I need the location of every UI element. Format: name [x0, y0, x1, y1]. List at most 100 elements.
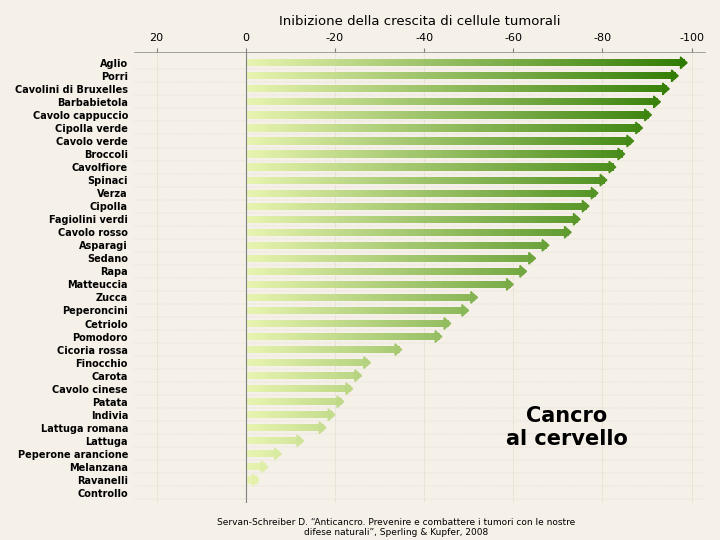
Bar [611, 72, 613, 79]
Bar [384, 281, 386, 288]
Bar [319, 228, 322, 236]
Bar [446, 190, 449, 197]
Bar [489, 228, 491, 236]
Bar [391, 151, 393, 158]
Bar [328, 307, 330, 314]
Bar [388, 124, 391, 132]
Bar [384, 59, 386, 66]
Bar [257, 177, 259, 184]
Bar [286, 151, 288, 158]
Bar [391, 281, 393, 288]
Bar [284, 411, 286, 418]
Bar [446, 294, 449, 301]
Bar [435, 202, 438, 210]
Bar [284, 72, 286, 79]
Bar [310, 281, 312, 288]
Bar [319, 215, 322, 223]
Bar [268, 294, 270, 301]
Bar [609, 137, 611, 145]
Bar [467, 268, 469, 275]
Bar [433, 242, 435, 249]
Bar [424, 307, 426, 314]
Bar [560, 124, 562, 132]
Bar [426, 202, 428, 210]
Bar [680, 59, 683, 66]
Bar [509, 85, 511, 92]
Bar [353, 124, 355, 132]
Bar [562, 59, 564, 66]
Bar [384, 124, 386, 132]
Bar [333, 111, 335, 118]
Bar [558, 124, 560, 132]
Bar [544, 177, 546, 184]
Bar [415, 111, 418, 118]
Bar [546, 202, 549, 210]
Bar [322, 411, 324, 418]
Bar [286, 320, 288, 327]
Bar [391, 346, 393, 353]
Bar [300, 124, 302, 132]
Bar [516, 242, 518, 249]
Bar [480, 242, 482, 249]
Bar [406, 307, 408, 314]
Bar [353, 294, 355, 301]
Bar [279, 242, 282, 249]
Bar [595, 151, 598, 158]
Bar [248, 124, 250, 132]
Bar [328, 72, 330, 79]
Bar [306, 268, 308, 275]
Bar [400, 242, 402, 249]
Bar [300, 320, 302, 327]
Bar [286, 98, 288, 105]
Bar [457, 268, 460, 275]
Bar [335, 255, 337, 262]
Bar [315, 124, 317, 132]
Bar [246, 137, 248, 145]
Bar [270, 385, 272, 392]
Bar [266, 307, 268, 314]
Bar [442, 255, 444, 262]
Bar [571, 137, 573, 145]
Bar [404, 177, 406, 184]
Bar [435, 177, 438, 184]
Bar [344, 177, 346, 184]
Bar [364, 359, 369, 366]
Bar [279, 111, 282, 118]
Bar [341, 372, 344, 379]
Bar [638, 111, 640, 118]
Bar [353, 307, 355, 314]
Bar [567, 164, 569, 171]
Bar [312, 124, 315, 132]
Bar [631, 98, 634, 105]
Bar [513, 98, 516, 105]
Bar [477, 124, 480, 132]
Bar [444, 164, 446, 171]
Bar [400, 215, 402, 223]
Bar [324, 242, 326, 249]
Bar [595, 164, 598, 171]
Bar [457, 72, 460, 79]
Bar [560, 85, 562, 92]
Bar [284, 333, 286, 340]
Bar [359, 307, 361, 314]
Bar [292, 437, 294, 444]
Bar [284, 372, 286, 379]
Bar [449, 228, 451, 236]
Bar [322, 281, 324, 288]
Bar [286, 228, 288, 236]
Bar [266, 228, 268, 236]
Bar [319, 111, 322, 118]
Bar [397, 137, 400, 145]
Bar [629, 85, 631, 92]
Bar [576, 151, 578, 158]
Bar [522, 72, 524, 79]
Bar [469, 98, 471, 105]
Bar [460, 242, 462, 249]
Bar [388, 164, 391, 171]
Bar [627, 137, 629, 145]
Bar [662, 59, 665, 66]
Bar [315, 307, 317, 314]
Bar [662, 72, 665, 79]
Bar [319, 98, 322, 105]
Bar [294, 320, 297, 327]
